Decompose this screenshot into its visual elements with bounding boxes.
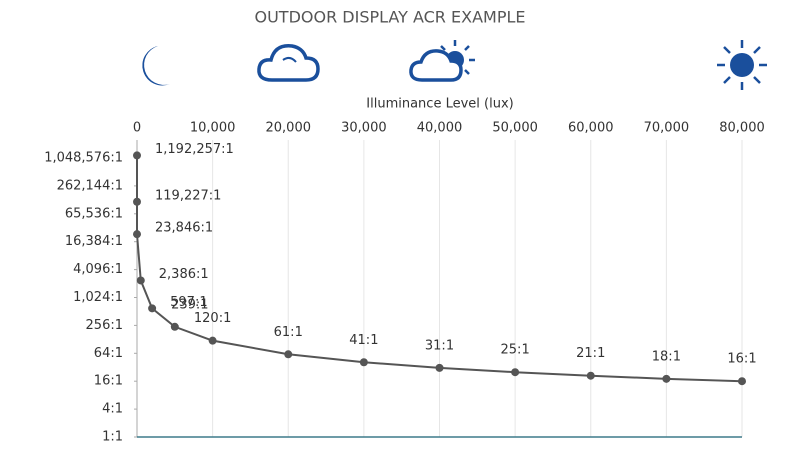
cloud-detail [282, 56, 297, 63]
x-tick-label: 10,000 [190, 121, 236, 136]
data-point [170, 322, 179, 331]
sun-icon [717, 40, 767, 90]
data-label: 41:1 [349, 333, 378, 348]
data-point [133, 151, 141, 160]
data-point [359, 358, 368, 367]
x-tick-label: 60,000 [568, 121, 614, 136]
y-tick-label: 4,096:1 [73, 262, 123, 277]
x-tick-label: 30,000 [341, 121, 387, 136]
data-point [136, 276, 145, 285]
x-tick-label: 50,000 [492, 121, 538, 136]
data-point [208, 336, 217, 345]
data-label: 18:1 [652, 349, 681, 364]
data-label: 23,846:1 [155, 221, 213, 236]
partly-sunny-icon [409, 40, 475, 82]
data-label: 1,192,257:1 [155, 142, 234, 157]
y-tick-label: 262,144:1 [57, 178, 123, 193]
x-tick-label: 80,000 [719, 121, 765, 136]
data-label: 61:1 [274, 325, 303, 340]
data-point [586, 371, 595, 380]
data-label: 119,227:1 [155, 188, 221, 203]
y-tick-label: 256:1 [86, 318, 123, 333]
weather-icons [142, 40, 767, 90]
y-tick-label: 16:1 [94, 374, 123, 389]
data-point [148, 304, 157, 313]
x-tick-label: 40,000 [417, 121, 463, 136]
x-tick-label: 70,000 [644, 121, 690, 136]
x-axis-label: Illuminance Level (lux) [366, 97, 513, 112]
y-tick-label: 1:1 [102, 430, 123, 445]
data-label: 31:1 [425, 338, 454, 353]
data-label: 120:1 [194, 311, 231, 326]
y-tick-label: 64:1 [94, 346, 123, 361]
data-label: 21:1 [576, 346, 605, 361]
cloud-icon [257, 44, 320, 82]
data-point [511, 368, 520, 377]
moon-icon [142, 46, 170, 86]
data-label: 597:1 [170, 295, 207, 310]
x-tick-label: 0 [133, 121, 141, 136]
data-label: 25:1 [501, 343, 530, 358]
y-tick-label: 65,536:1 [65, 206, 123, 221]
data-point [133, 197, 141, 206]
x-tick-label: 20,000 [266, 121, 312, 136]
data-point [284, 350, 293, 359]
data-label: 2,386:1 [159, 267, 209, 282]
data-point [662, 374, 671, 383]
y-tick-label: 4:1 [102, 402, 123, 417]
chart-title: OUTDOOR DISPLAY ACR EXAMPLE [254, 8, 525, 27]
y-tick-label: 16,384:1 [65, 234, 123, 249]
data-line [136, 155, 743, 383]
y-tick-label: 1,048,576:1 [44, 151, 123, 166]
data-label: 16:1 [727, 352, 756, 367]
data-label: 239:1 [171, 297, 208, 312]
data-point [738, 377, 746, 386]
data-point [435, 363, 444, 372]
data-point [133, 230, 141, 239]
y-tick-label: 1,024:1 [73, 290, 123, 305]
